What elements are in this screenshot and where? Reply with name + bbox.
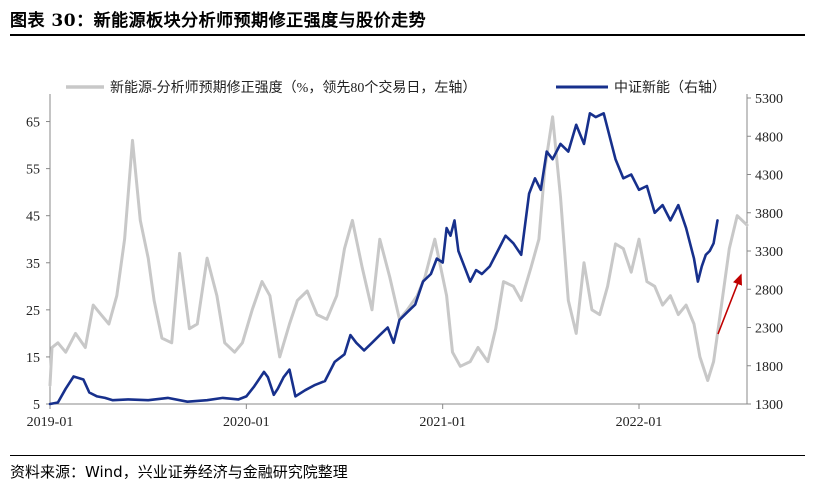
right-tick-label: 1300 xyxy=(755,398,783,413)
x-tick-label: 2022-01 xyxy=(616,415,663,430)
title-rule xyxy=(10,34,805,36)
left-tick-label: 35 xyxy=(26,257,40,272)
revision-strength-line xyxy=(48,115,749,387)
left-tick-label: 15 xyxy=(26,351,40,366)
chart-title: 图表 30：新能源板块分析师预期修正强度与股价走势 xyxy=(10,11,427,31)
legend-label-index: 中证新能（右轴） xyxy=(614,80,726,96)
left-tick-label: 5 xyxy=(33,398,40,413)
right-tick-label: 3800 xyxy=(755,207,783,222)
x-tick-label: 2021-01 xyxy=(419,415,466,430)
trend-arrow xyxy=(717,273,742,335)
source-note: 资料来源：Wind，兴业证券经济与金融研究院整理 xyxy=(10,463,348,481)
right-tick-label: 2800 xyxy=(755,283,783,298)
right-tick-label: 5300 xyxy=(755,92,783,107)
right-tick-label: 1800 xyxy=(755,360,783,375)
source-rule xyxy=(10,455,805,456)
left-tick-label: 65 xyxy=(26,116,40,131)
legend-label-revision: 新能源-分析师预期修正强度（%，领先80个交易日，左轴） xyxy=(110,79,476,96)
right-tick-label: 4300 xyxy=(755,169,783,184)
right-tick-label: 4800 xyxy=(755,130,783,145)
left-tick-label: 55 xyxy=(26,163,40,178)
x-tick-label: 2020-01 xyxy=(223,415,270,430)
left-tick-label: 45 xyxy=(26,210,40,225)
csi-new-energy-line xyxy=(48,112,719,406)
x-tick-label: 2019-01 xyxy=(27,415,74,430)
right-tick-label: 2300 xyxy=(755,322,783,337)
left-tick-label: 25 xyxy=(26,304,40,319)
right-tick-label: 3300 xyxy=(755,245,783,260)
